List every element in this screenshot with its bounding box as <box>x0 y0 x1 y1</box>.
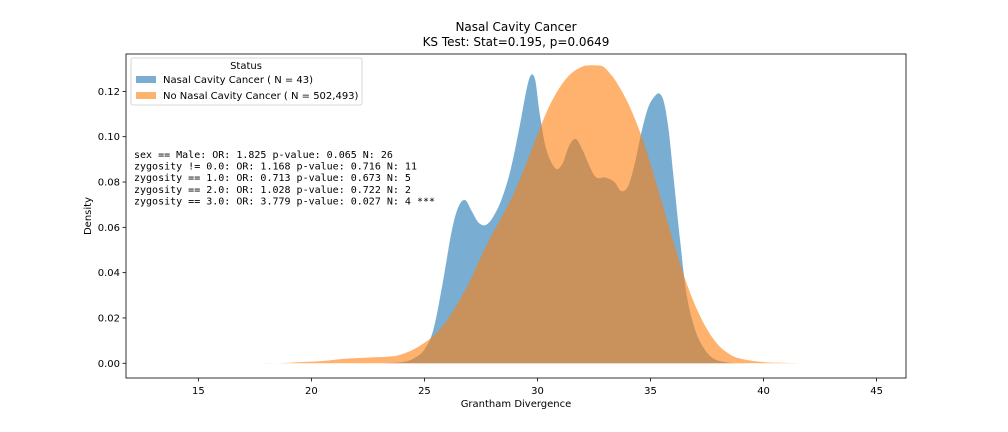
chart-title: Nasal Cavity Cancer <box>455 20 576 34</box>
legend-items: Nasal Cavity Cancer ( N = 43) No Nasal Ca… <box>136 75 359 102</box>
plot-frame <box>125 53 907 379</box>
legend-swatch <box>136 92 156 99</box>
y-tick-label: 0.02 <box>98 313 120 324</box>
legend: Status Nasal Cavity Cancer ( N = 43) No N… <box>130 57 363 106</box>
x-tick-label: 20 <box>305 386 318 397</box>
legend-label: Nasal Cavity Cancer ( N = 43) <box>163 75 313 86</box>
y-tick-label: 0.06 <box>98 223 120 234</box>
x-axis-label: Grantham Divergence <box>461 399 572 410</box>
legend-label: No Nasal Cavity Cancer ( N = 502,493) <box>163 91 359 102</box>
y-tick-label: 0.12 <box>98 87 120 98</box>
legend-title: Status <box>230 61 262 72</box>
density-areas <box>162 65 873 364</box>
chart-subtitle: KS Test: Stat=0.195, p=0.0649 <box>423 35 610 49</box>
stats-annotations: sex == Male: OR: 1.825 p-value: 0.065 N:… <box>134 150 435 207</box>
legend-box <box>130 57 363 106</box>
x-tick-label: 40 <box>757 386 770 397</box>
stats-annotation-line: zygosity != 0.0: OR: 1.168 p-value: 0.71… <box>134 162 417 173</box>
y-axis: 0.00 0.02 0.04 0.06 0.08 0.10 0.12 <box>98 87 126 370</box>
x-tick-label: 25 <box>418 386 431 397</box>
x-axis: 15 20 25 30 35 40 45 <box>192 378 883 397</box>
y-tick-label: 0.04 <box>98 268 120 279</box>
stats-annotation-line: zygosity == 1.0: OR: 0.713 p-value: 0.67… <box>134 173 411 184</box>
y-tick-label: 0.00 <box>98 359 120 370</box>
stats-annotation-line: sex == Male: OR: 1.825 p-value: 0.065 N:… <box>134 150 393 161</box>
stats-annotation-line: zygosity == 3.0: OR: 3.779 p-value: 0.02… <box>134 196 435 207</box>
legend-swatch <box>136 76 156 83</box>
x-tick-label: 45 <box>870 386 883 397</box>
y-tick-label: 0.10 <box>98 132 120 143</box>
x-tick-label: 30 <box>531 386 544 397</box>
x-tick-label: 35 <box>644 386 657 397</box>
stats-annotation-line: zygosity == 2.0: OR: 1.028 p-value: 0.72… <box>134 185 411 196</box>
x-tick-label: 15 <box>192 386 205 397</box>
density-area-2 <box>162 65 873 364</box>
y-axis-label: Density <box>83 197 94 235</box>
y-tick-label: 0.08 <box>98 178 120 189</box>
